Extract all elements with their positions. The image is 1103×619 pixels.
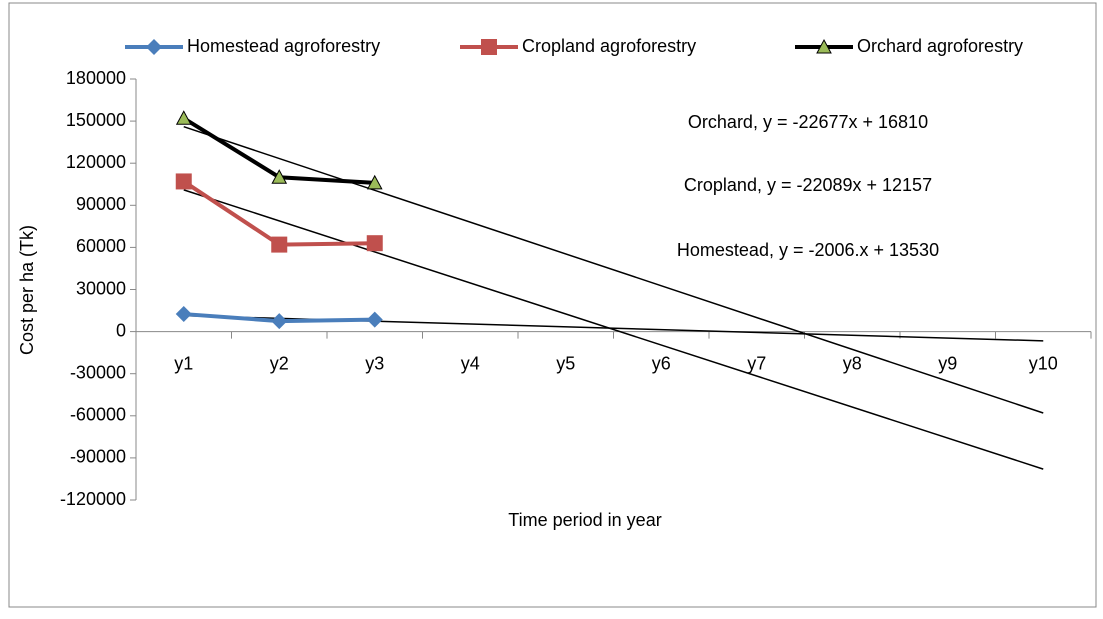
x-tick-label: y5 — [556, 353, 575, 373]
chart-border — [8, 2, 1097, 608]
x-axis-title: Time period in year — [508, 510, 661, 530]
y-axis-title: Cost per ha (Tk) — [17, 225, 37, 355]
x-tick-label: y1 — [174, 353, 193, 373]
legend-marker — [481, 39, 497, 55]
x-tick-label: y2 — [270, 353, 289, 373]
data-point — [366, 311, 383, 328]
y-tick-label: 150000 — [66, 110, 126, 130]
data-point — [366, 174, 383, 190]
x-tick-label: y3 — [365, 353, 384, 373]
data-point — [175, 173, 192, 190]
legend-label: Cropland agroforestry — [522, 36, 696, 56]
y-tick-label: -90000 — [70, 447, 126, 467]
x-tick-label: y10 — [1029, 353, 1058, 373]
y-tick-label: -120000 — [60, 489, 126, 509]
x-tick-label: y4 — [461, 353, 480, 373]
y-tick-label: 0 — [116, 320, 126, 340]
x-tick-label: y7 — [747, 353, 766, 373]
x-tick-label: y6 — [652, 353, 671, 373]
y-tick-label: 180000 — [66, 68, 126, 88]
y-tick-label: 60000 — [76, 236, 126, 256]
legend-label: Homestead agroforestry — [187, 36, 380, 56]
x-tick-label: y9 — [938, 353, 957, 373]
data-point — [271, 313, 288, 330]
data-point — [366, 235, 383, 252]
data-point — [271, 169, 288, 184]
y-tick-label: 90000 — [76, 194, 126, 214]
trend-equation: Homestead, y = -2006.x + 13530 — [677, 240, 939, 260]
data-point — [271, 236, 288, 253]
trend-equation: Cropland, y = -22089x + 12157 — [684, 175, 932, 195]
y-tick-label: 120000 — [66, 152, 126, 172]
x-tick-label: y8 — [843, 353, 862, 373]
trendline — [183, 189, 1044, 470]
data-point — [175, 306, 192, 323]
y-tick-label: -30000 — [70, 362, 126, 382]
trend-equation: Orchard, y = -22677x + 16810 — [688, 112, 928, 132]
legend-marker — [816, 38, 832, 54]
legend-marker — [146, 39, 162, 55]
y-tick-label: -60000 — [70, 405, 126, 425]
y-tick-label: 30000 — [76, 278, 126, 298]
legend-label: Orchard agroforestry — [857, 36, 1023, 56]
data-point — [175, 110, 192, 125]
trendline — [183, 126, 1044, 414]
